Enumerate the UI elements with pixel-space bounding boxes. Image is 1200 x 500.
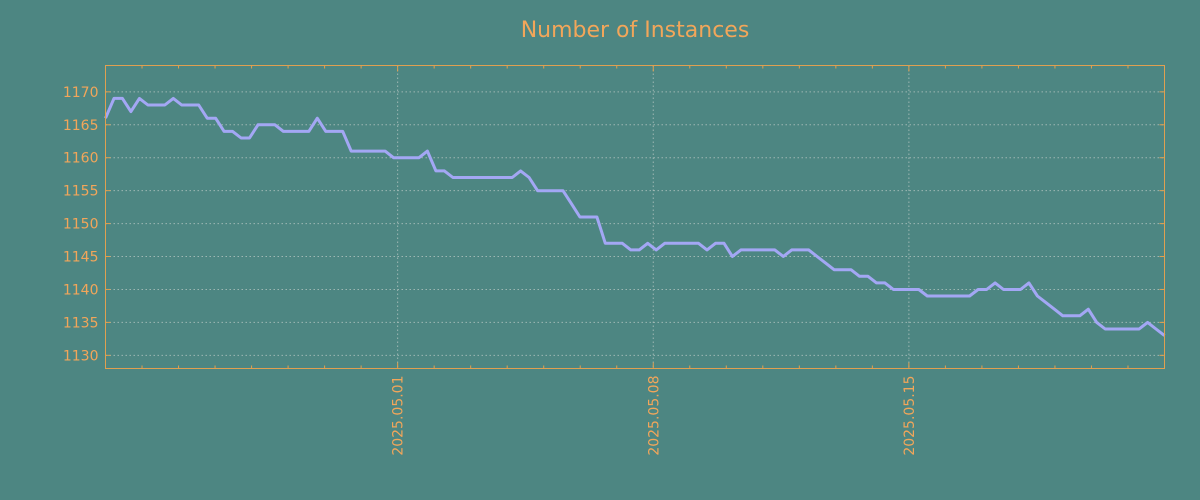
y-tick-label: 1155 <box>63 184 99 200</box>
y-tick-label: 1135 <box>63 315 99 331</box>
plot-frame <box>105 65 1165 369</box>
y-axis-tick-labels: 1130 1135 1140 1145 1150 1155 1160 1165 1170 <box>63 85 99 364</box>
axis-ticks <box>105 65 1165 369</box>
y-tick-label: 1130 <box>63 348 99 364</box>
x-axis-tick-labels: 2025.05.01 2025.05.08 2025.05.15 <box>391 376 918 456</box>
y-tick-label: 1165 <box>63 118 99 134</box>
y-tick-label: 1145 <box>63 250 99 266</box>
x-tick-label: 2025.05.01 <box>391 376 407 456</box>
x-tick-label: 2025.05.15 <box>902 376 918 456</box>
x-tick-label: 2025.05.08 <box>646 376 662 456</box>
y-tick-label: 1150 <box>63 217 99 233</box>
chart-title: Number of Instances <box>521 18 750 43</box>
grid-lines <box>105 65 1165 369</box>
y-tick-label: 1170 <box>63 85 99 101</box>
y-tick-label: 1160 <box>63 151 99 167</box>
instances-series-line <box>104 96 1166 337</box>
y-tick-label: 1140 <box>63 282 99 298</box>
